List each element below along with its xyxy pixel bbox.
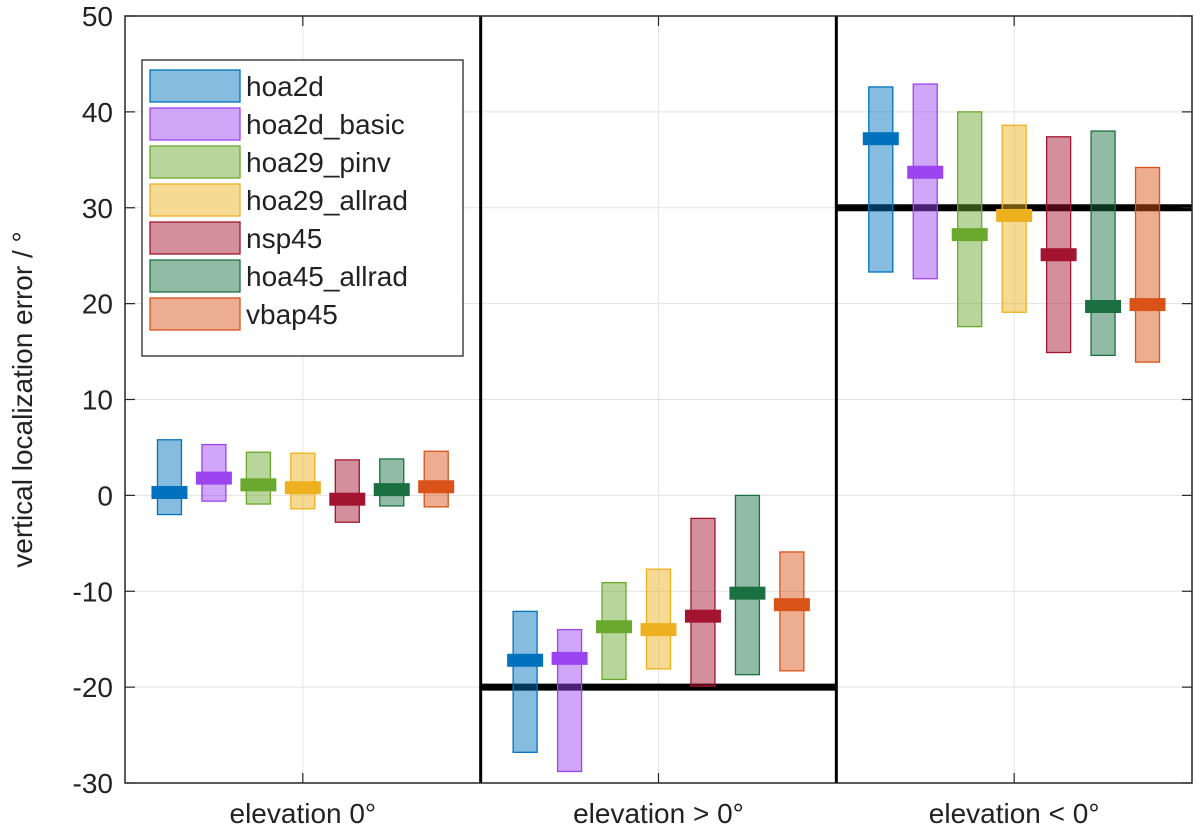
x-tick-label: elevation > 0° (573, 798, 744, 829)
range-box (245, 451, 272, 505)
median-marker (862, 132, 899, 146)
y-tick-label: 50 (82, 1, 113, 32)
y-axis-label: vertical localization error / ° (7, 231, 38, 567)
y-tick-label: 30 (82, 193, 113, 224)
median-marker (329, 492, 366, 506)
x-tick-label: elevation 0° (230, 798, 377, 829)
range-box (734, 494, 761, 676)
median-marker (996, 208, 1033, 222)
median-marker (596, 620, 633, 634)
y-tick-label: 40 (82, 97, 113, 128)
median-marker (773, 598, 810, 612)
range-box (779, 551, 805, 672)
median-marker (507, 653, 544, 667)
legend-label: hoa29_pinv (246, 147, 391, 178)
legend-swatch (149, 145, 241, 179)
y-tick-label: -20 (73, 672, 113, 703)
range-box (645, 568, 672, 670)
range-box (957, 111, 983, 328)
y-tick-label: 10 (82, 385, 113, 416)
range-box (912, 83, 938, 280)
plot-frame (124, 15, 1193, 784)
range-box (1134, 166, 1161, 363)
y-tick-label: -30 (73, 768, 113, 799)
reference-lines (479, 16, 1192, 783)
median-marker (907, 165, 944, 179)
legend-label: vbap45 (246, 299, 338, 330)
median-marker (951, 228, 988, 242)
legend-label: hoa45_allrad (246, 261, 408, 292)
median-marker (240, 478, 277, 492)
legend-label: hoa2d (246, 71, 324, 102)
median-marker (684, 609, 721, 623)
y-tick-label: -10 (73, 576, 113, 607)
range-box (556, 628, 583, 773)
legend-swatch (149, 69, 241, 103)
y-tick-label: 20 (82, 289, 113, 320)
legend-swatch (149, 297, 241, 331)
legend-box (141, 59, 464, 357)
tick-labels: -30 -20 -10 0 10 20 30 40 50 elevation 0° elevatio… (73, 1, 1192, 829)
median-marker (1085, 300, 1122, 314)
legend-label: nsp45 (246, 223, 322, 254)
legend-swatch (149, 107, 241, 141)
median-marker (729, 586, 766, 600)
range-box (512, 610, 538, 753)
range-box (1045, 136, 1072, 354)
median-marker (1040, 248, 1077, 262)
median-marker (373, 483, 410, 497)
legend-label: hoa29_allrad (246, 185, 408, 216)
median-marker (195, 471, 232, 485)
legend-swatch (149, 183, 241, 217)
median-marker (151, 485, 188, 499)
range-box (868, 86, 894, 273)
boxes (151, 83, 1166, 773)
median-marker (551, 651, 588, 665)
median-marker (640, 623, 677, 637)
median-marker (284, 481, 321, 495)
legend-label: hoa2d_basic (246, 109, 405, 140)
x-tick-label: elevation < 0° (929, 798, 1100, 829)
median-marker (418, 480, 455, 494)
range-box (423, 450, 449, 508)
legend-swatch (149, 221, 241, 255)
legend-swatch (149, 259, 241, 293)
legend: hoa2d hoa2d_basic hoa29_pinv hoa29_allradns… (141, 59, 464, 357)
median-marker (1129, 298, 1166, 312)
range-box (290, 452, 316, 510)
range-box (1090, 130, 1116, 357)
range-box (156, 439, 183, 516)
y-tick-label: 0 (97, 480, 113, 511)
range-box (334, 459, 360, 523)
range-box (379, 458, 405, 507)
range-box (690, 517, 716, 687)
